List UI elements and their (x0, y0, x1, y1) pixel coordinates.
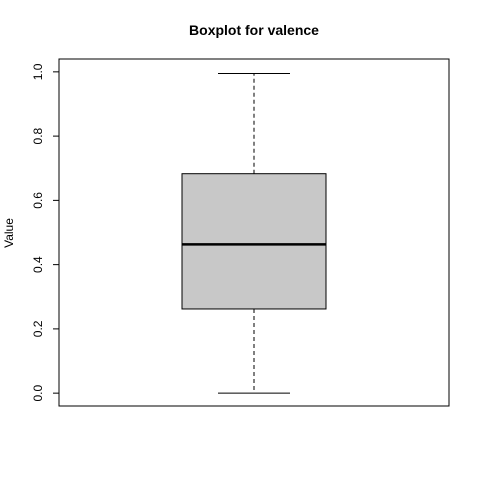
iqr-box (181, 173, 327, 310)
y-tick-label-4: 0.8 (31, 127, 45, 144)
y-tick-label-3: 0.6 (31, 192, 45, 209)
y-tick-label-0: 0.0 (31, 384, 45, 401)
y-tick-label-5: 1.0 (31, 63, 45, 80)
y-tick-label-1: 0.2 (31, 320, 45, 337)
y-tick-label-2: 0.4 (31, 256, 45, 273)
y-axis-label: Value (2, 218, 16, 248)
chart-title: Boxplot for valence (189, 22, 319, 38)
plot-frame (58, 58, 450, 407)
